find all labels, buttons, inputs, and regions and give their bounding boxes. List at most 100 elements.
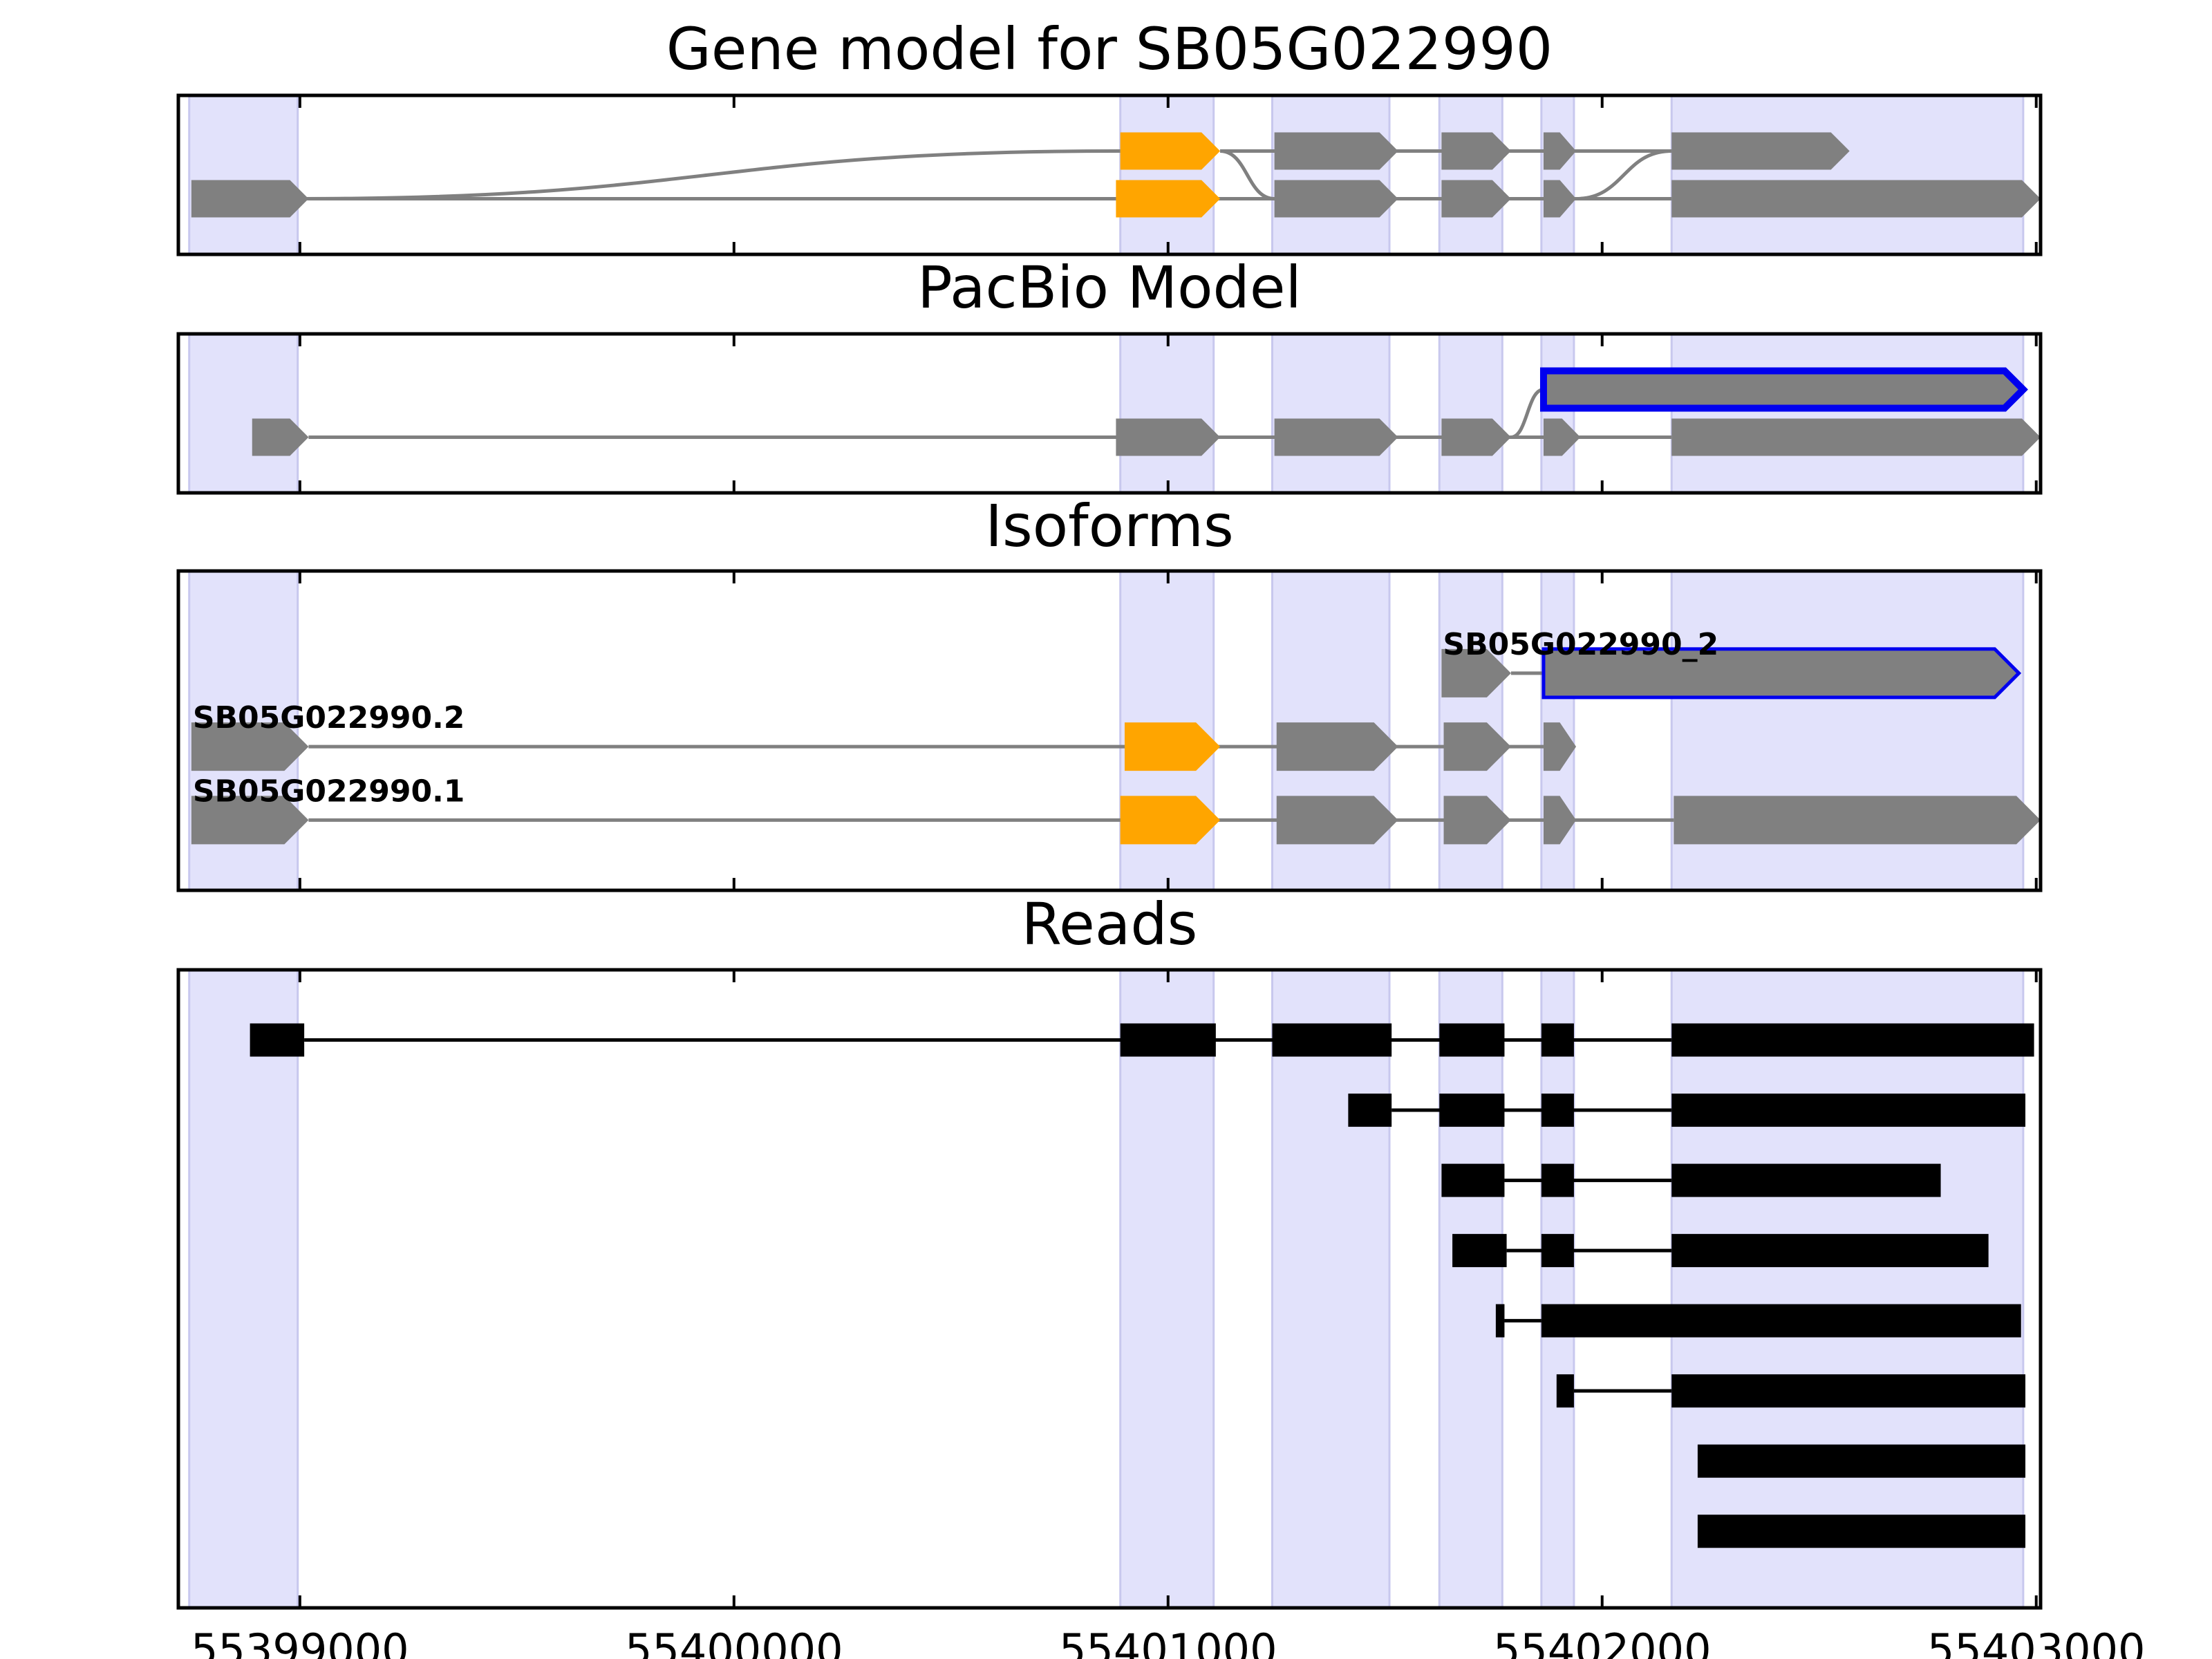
read-block [1541,1094,1574,1127]
highlight-region [1438,332,1503,494]
exon-arrow [1116,418,1221,456]
exon-arrow [1671,132,1850,170]
read-block [1272,1023,1392,1057]
gene-model-panel: Gene model for SB05G022990 [176,15,2043,256]
exon-arrow [1443,722,1511,771]
highlight-region [1271,94,1391,256]
cds-exon [1124,722,1221,771]
exon-arrow [1543,418,1581,456]
highlight-region [188,94,299,256]
highlight-region [1670,94,2025,256]
splice-curve [1510,388,1544,439]
highlight-region [1540,968,1575,1609]
exon-arrow [1441,648,1511,697]
exon-arrow [1543,796,1577,845]
read-block [1541,1234,1574,1268]
highlight-region [1438,94,1503,256]
highlight-regions [188,94,2025,256]
splice-link-curve [297,149,1121,200]
panel-frame [176,93,2043,256]
highlighted-exon [1539,367,2028,412]
highlight-region [1540,94,1575,256]
exon-arrow [1441,418,1511,456]
highlight-region [1271,332,1391,494]
exon-arrow [191,796,309,845]
cds-exon [1120,132,1221,170]
highlight-region [1119,332,1215,494]
splice-curve [1219,149,1275,200]
read-block [1541,1023,1574,1057]
exon-arrow [1443,796,1511,845]
panel-title: Reads [1022,890,1198,958]
exon-arrow [1543,132,1577,170]
panels-layer: Gene model for SB05G022990 PacBio Model SB… [176,15,2043,1610]
highlight-region [188,968,299,1609]
panel-title: Isoforms [985,492,1234,560]
highlight-region [1438,968,1503,1609]
highlight-region [188,332,299,494]
exon-arrow [1671,418,2041,456]
panel-title: PacBio Model [917,254,1302,321]
highlight-regions [188,332,2025,494]
read-block [250,1023,305,1057]
highlight-region [1670,968,2025,1609]
exon-arrow [1441,180,1511,218]
splice-curve [1576,149,1672,200]
x-tick-label: 55401000 [1059,1624,1277,1659]
isoform-label: SB05G022990.1 [193,774,465,809]
exon-arrow [1276,796,1398,845]
exon-arrow [1671,180,2041,218]
read-block [1441,1163,1505,1197]
read-block [1495,1304,1505,1338]
read-block [1541,1163,1574,1197]
read-block [1671,1163,1941,1197]
highlighted-exon [1541,647,2022,700]
highlight-region [1119,94,1215,256]
cds-exon [1116,180,1221,218]
exon-arrow [1543,180,1577,218]
reads-panel: Reads [176,890,2043,1610]
isoform-label: SB05G022990.2 [193,700,465,735]
highlight-region [1670,332,2025,494]
read-block [1697,1515,2026,1548]
panel-frame [176,968,2043,1610]
exon-arrow [1441,132,1511,170]
exon-arrow [1274,418,1398,456]
x-tick-label: 55400000 [625,1624,843,1659]
read-block [1452,1234,1507,1268]
read-block [1120,1023,1216,1057]
read-block [1671,1094,2026,1127]
highlight-region [1271,968,1391,1609]
exon-arrow [1274,180,1398,218]
read-block [1439,1023,1505,1057]
x-tick-label: 55403000 [1927,1624,2146,1659]
isoforms-panel: SB05G022990_2 SB05G022990.2 SB05G022990.1 I… [176,492,2043,892]
cds-exon [1120,796,1221,845]
read-block [1439,1094,1505,1127]
exon-arrow [252,418,309,456]
read-block [1556,1374,1574,1408]
isoform-label: SB05G022990_2 [1443,627,1718,662]
exon-arrow [1274,132,1398,170]
x-tick-label: 55402000 [1493,1624,1712,1659]
highlight-regions [188,968,2025,1609]
highlight-region [1119,968,1215,1609]
exon-arrow [1276,722,1398,771]
x-axis: 55399000 55400000 55401000 55402000 55403000 [191,1624,2145,1659]
read-block [1541,1304,2021,1338]
exon-arrow [191,180,309,218]
read-block [1671,1023,2034,1057]
panel-frame [176,569,2043,892]
highlight-region [1540,332,1575,494]
x-tick-label: 55399000 [191,1624,409,1659]
read-block [1671,1234,1989,1268]
read-block [1348,1094,1392,1127]
panel-title: Gene model for SB05G022990 [666,15,1553,83]
pacbio-model-panel: PacBio Model [176,254,2043,495]
exon-arrow [1674,796,2041,845]
read-block [1671,1374,2026,1408]
panel-frame [176,332,2043,495]
read-block [1697,1444,2026,1478]
exon-arrow [1543,722,1577,771]
